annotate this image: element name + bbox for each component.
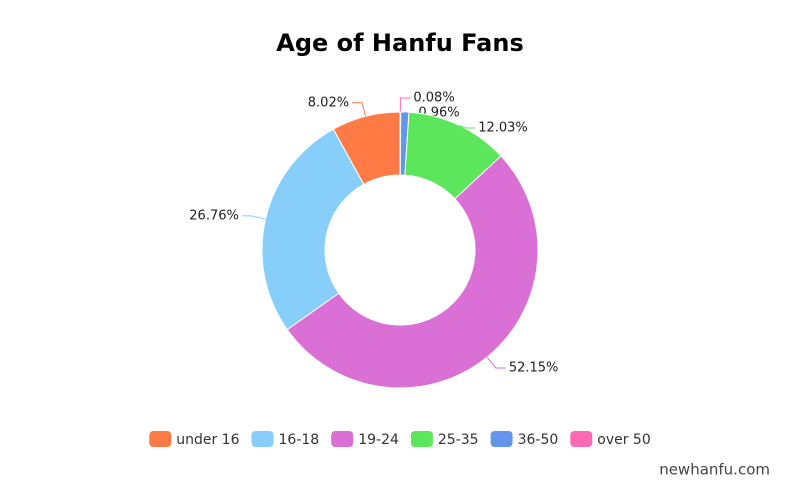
leader-line — [352, 102, 367, 117]
legend-swatch — [331, 431, 354, 447]
value-label: 8.02% — [308, 95, 349, 110]
slice — [261, 128, 365, 331]
leader-line — [399, 97, 411, 113]
leader-line — [458, 124, 476, 129]
slice — [286, 155, 539, 389]
legend-label: 36-50 — [518, 432, 559, 448]
leader-line — [241, 215, 266, 220]
legend-swatch — [570, 431, 593, 447]
legend-label: under 16 — [176, 432, 239, 448]
chart-title: Age of Hanfu Fans — [276, 29, 523, 57]
value-label: 26.76% — [189, 208, 239, 223]
legend-swatch — [410, 431, 433, 447]
value-label: 0.08% — [413, 91, 454, 106]
legend-label: 25-35 — [438, 432, 479, 448]
slice — [332, 111, 401, 186]
value-label: 12.03% — [478, 121, 528, 136]
legend-label: 16-18 — [279, 432, 320, 448]
value-label: 52.15% — [509, 360, 559, 375]
legend-swatch — [149, 431, 172, 447]
watermark: newhanfu.com — [659, 461, 770, 479]
leader-line — [486, 356, 506, 369]
legend-swatch — [490, 431, 513, 447]
legend-label: over 50 — [597, 432, 650, 448]
legend-label: 19-24 — [358, 432, 399, 448]
legend-swatch — [251, 431, 274, 447]
